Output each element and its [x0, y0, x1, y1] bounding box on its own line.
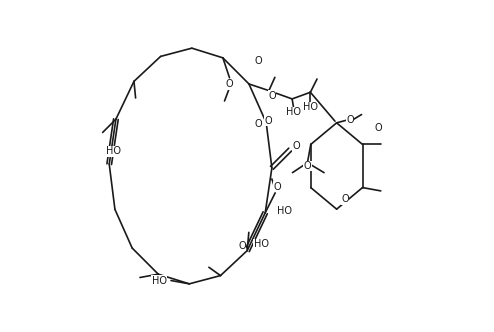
Text: O: O: [268, 91, 276, 101]
Text: O: O: [273, 182, 281, 192]
Text: O: O: [292, 141, 300, 151]
Text: HO: HO: [253, 239, 269, 249]
Text: O: O: [341, 194, 349, 204]
Text: HO: HO: [152, 276, 167, 286]
Text: O: O: [304, 161, 311, 171]
Text: O: O: [255, 119, 262, 128]
Text: O: O: [346, 115, 354, 124]
Text: O: O: [255, 56, 262, 66]
Text: HO: HO: [106, 146, 121, 156]
Text: O: O: [264, 116, 272, 126]
Text: O: O: [226, 79, 233, 89]
Text: O: O: [238, 241, 246, 251]
Text: HO: HO: [277, 206, 292, 216]
Text: HO: HO: [303, 102, 318, 112]
Text: HO: HO: [287, 107, 301, 117]
Text: O: O: [374, 123, 382, 133]
